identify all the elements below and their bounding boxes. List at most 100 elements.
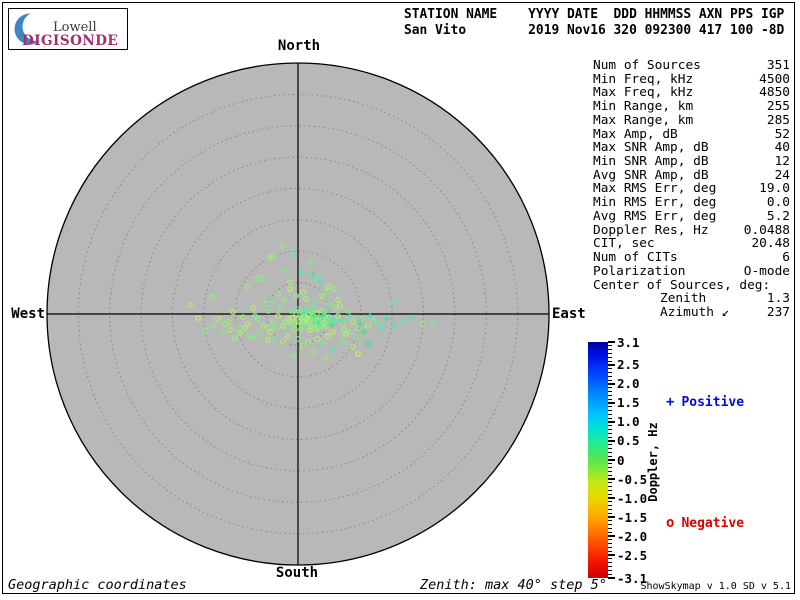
positive-source-point xyxy=(304,306,312,314)
footer-coordinates-caption: Geographic coordinates xyxy=(8,577,187,593)
positive-source-point xyxy=(374,319,382,327)
negative-source-point xyxy=(355,325,361,331)
stat-row: Min Range, km 255 xyxy=(593,100,790,114)
legend-negative: o Negative xyxy=(666,515,744,531)
crescent-icon xyxy=(14,12,51,45)
positive-source-point xyxy=(316,322,324,330)
positive-source-point xyxy=(346,313,354,321)
negative-source-point xyxy=(220,329,226,335)
stat-row: Avg SNR Amp, dB 24 xyxy=(593,167,790,183)
negative-source-point xyxy=(293,293,299,299)
negative-source-point xyxy=(337,303,343,309)
negative-source-point xyxy=(230,309,236,315)
negative-source-point xyxy=(283,319,289,325)
stat-value: 255 xyxy=(766,99,790,115)
stat-row: Num of Sources 351 xyxy=(593,59,790,73)
negative-source-point xyxy=(370,318,376,324)
negative-source-point xyxy=(275,291,281,297)
negative-source-point xyxy=(245,284,251,290)
negative-source-point xyxy=(315,336,321,342)
stat-row: Max Range, km 285 xyxy=(593,114,790,128)
stat-row: Azimuth ↙ 237 xyxy=(593,306,790,320)
negative-source-point xyxy=(331,286,337,292)
colorbar-tick-label: -3.1 xyxy=(617,570,648,586)
stat-value: 1.3 xyxy=(766,291,790,307)
stat-value: 351 xyxy=(766,58,790,73)
negative-source-point xyxy=(250,335,256,341)
negative-source-point xyxy=(227,327,233,333)
positive-source-point xyxy=(322,308,330,316)
colorbar-minor-tick xyxy=(608,505,612,507)
colorbar-minor-tick xyxy=(608,406,612,408)
colorbar-minor-tick xyxy=(608,410,612,412)
stat-row: Min RMS Err, deg 0.0 xyxy=(593,196,790,210)
colorbar-minor-tick xyxy=(608,528,612,530)
positive-source-point xyxy=(309,270,317,278)
colorbar-major-tick xyxy=(608,535,615,537)
stat-row: Min SNR Amp, dB 12 xyxy=(593,155,790,169)
measurement-stats-panel: Num of Sources 351 Min Freq, kHz 4500 Max Fr… xyxy=(593,59,790,320)
stat-label: Max Amp, dB xyxy=(593,126,678,142)
stat-value: 40 xyxy=(774,140,790,156)
colorbar-minor-tick xyxy=(608,356,612,358)
negative-source-point xyxy=(307,259,313,265)
colorbar-minor-tick xyxy=(608,387,612,389)
positive-source-point xyxy=(382,315,390,323)
colorbar-minor-tick xyxy=(608,467,612,469)
positive-source-point xyxy=(326,315,334,323)
colorbar-minor-tick xyxy=(608,512,612,514)
stat-label: Avg SNR Amp, dB xyxy=(593,167,709,183)
colorbar-minor-tick xyxy=(608,352,612,354)
negative-source-point xyxy=(195,315,201,321)
negative-source-point xyxy=(310,349,316,355)
negative-source-point xyxy=(281,297,287,303)
legend-negative-label: Negative xyxy=(681,516,745,531)
plus-marker-icon: + xyxy=(666,394,675,410)
colorbar-major-tick xyxy=(608,459,615,461)
stat-value: 6 xyxy=(782,250,790,266)
positive-source-point xyxy=(406,314,414,322)
logo-digisonde-text: DIGISONDE xyxy=(22,33,119,49)
positive-source-point xyxy=(398,318,406,326)
negative-source-point xyxy=(350,344,356,350)
colorbar-major-tick xyxy=(608,440,615,442)
negative-source-point xyxy=(255,276,261,282)
stat-label: Min Freq, kHz xyxy=(593,71,694,87)
negative-source-point xyxy=(280,339,286,345)
stat-row: Max RMS Err, deg 19.0 xyxy=(593,182,790,196)
positive-source-point xyxy=(366,312,374,320)
colorbar-tick-label: 1.0 xyxy=(617,414,640,430)
colorbar-minor-tick xyxy=(608,432,612,434)
colorbar-minor-tick xyxy=(608,390,612,392)
negative-source-point xyxy=(323,355,329,361)
colorbar-major-tick xyxy=(608,402,615,404)
negative-source-point xyxy=(360,315,366,321)
colorbar-major-tick xyxy=(608,421,615,423)
stat-value: 12 xyxy=(774,154,790,170)
negative-source-point xyxy=(290,353,296,359)
stat-row: Doppler Res, Hz 0.0488 xyxy=(593,223,790,238)
negative-source-point xyxy=(345,308,351,314)
colorbar-minor-tick xyxy=(608,558,612,560)
negative-source-point xyxy=(272,336,278,342)
stat-value: 19.0 xyxy=(759,181,790,197)
negative-source-point xyxy=(420,321,426,327)
positive-source-point xyxy=(318,312,326,320)
stat-row: Max SNR Amp, dB 40 xyxy=(593,141,790,155)
logo-lowell-text: Lowell xyxy=(53,20,97,35)
colorbar-minor-tick xyxy=(608,349,612,351)
stat-label: Min Range, km xyxy=(593,99,694,115)
colorbar-minor-tick xyxy=(608,470,612,472)
negative-source-point xyxy=(288,308,294,314)
stat-row: Num of CITs 6 xyxy=(593,251,790,265)
positive-source-point xyxy=(364,340,372,348)
stat-value: O-mode xyxy=(743,263,790,279)
stat-label: Zenith xyxy=(660,291,707,307)
stat-value: 52 xyxy=(774,126,790,142)
negative-source-point xyxy=(252,313,258,319)
negative-source-point xyxy=(287,279,293,285)
negative-source-point xyxy=(325,333,331,339)
colorbar-minor-tick xyxy=(608,501,612,503)
colorbar-minor-tick xyxy=(608,573,612,575)
